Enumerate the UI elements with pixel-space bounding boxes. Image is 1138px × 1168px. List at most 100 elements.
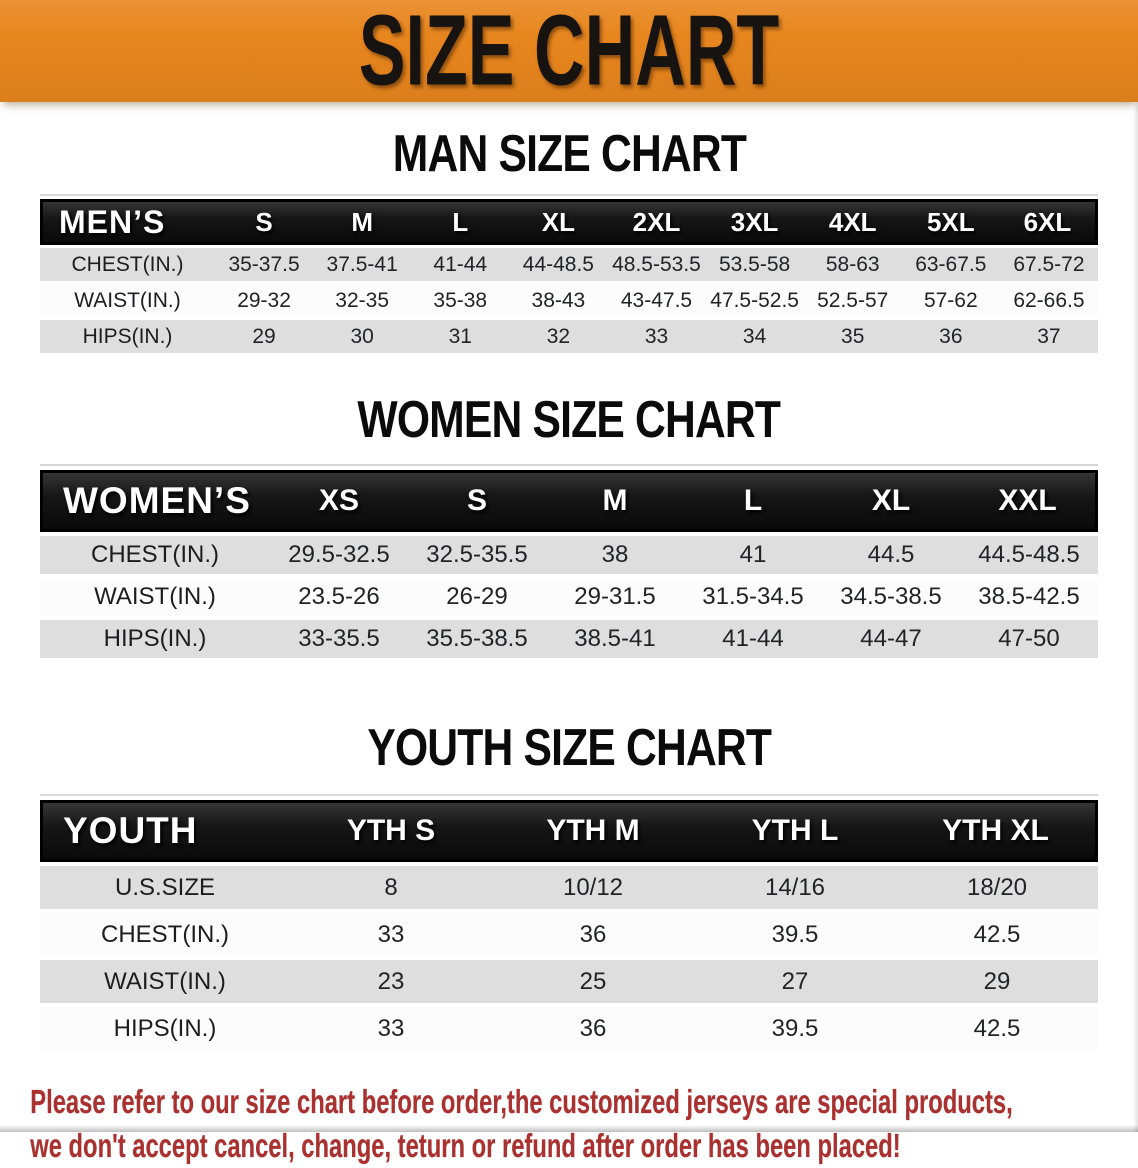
size-value-cell: 35-37.5 [228, 252, 300, 276]
size-value-cell: 44-47 [860, 625, 922, 652]
measurement-row: HIPS(IN.) 33 36 39.5 42.5 [40, 1007, 1098, 1050]
size-value-cell: 53.5-58 [718, 252, 791, 276]
table-group-label: WOMEN’S [40, 470, 270, 532]
size-value-cell: 33-35.5 [298, 625, 380, 652]
size-value-cell: 36 [579, 920, 607, 948]
row-label: CHEST(IN.) [91, 541, 219, 568]
size-value-cell: 32-35 [335, 288, 390, 312]
men-size-table: MEN’S S M L XL 2XL 3XL 4XL 5XL 6XL CHEST(IN.) 35-37… [40, 194, 1098, 356]
size-value-cell: 41-44 [722, 625, 784, 652]
size-value-cell: 27 [781, 967, 809, 995]
size-value-cell: 8 [384, 873, 398, 901]
row-label: HIPS(IN.) [82, 324, 173, 348]
row-label: WAIST(IN.) [74, 288, 181, 312]
men-chart-heading: MAN SIZE CHART [0, 128, 1138, 180]
size-value-cell: 36 [579, 1014, 607, 1042]
youth-size-table: YOUTH YTH S YTH M YTH L YTH XL U.S.SIZE 8 10/12… [40, 794, 1098, 1054]
men-section: MAN SIZE CHART MEN’S S M L XL 2XL 3XL 4XL 5XL 6XL… [0, 128, 1138, 356]
size-table-header-row: MEN’S S M L XL 2XL 3XL 4XL 5XL 6XL [40, 199, 1098, 245]
measurement-row: WAIST(IN.) 23 25 27 29 [40, 960, 1098, 1003]
row-label: U.S.SIZE [114, 873, 216, 901]
size-value-cell: 57-62 [923, 288, 978, 312]
size-value-cell: 37.5-41 [326, 252, 398, 276]
size-value-cell: 35 [841, 324, 865, 348]
size-value-cell: 47.5-52.5 [710, 288, 799, 312]
measurement-row: CHEST(IN.) 35-37.5 37.5-41 41-44 44-48.5 48.5… [40, 248, 1098, 281]
size-value-cell: 32.5-35.5 [426, 541, 528, 568]
size-value-cell: 33 [644, 324, 669, 348]
size-value-cell: 26-29 [446, 583, 508, 610]
size-value-cell: 44-48.5 [522, 252, 594, 276]
page-title: SIZE CHART [358, 0, 780, 107]
size-value-cell: 34 [742, 324, 767, 348]
size-column-header: L [411, 199, 510, 245]
size-column-header: 4XL [803, 199, 902, 245]
size-value-cell: 38 [601, 541, 629, 568]
size-value-cell: 42.5 [973, 920, 1021, 948]
size-value-cell: 41 [739, 541, 767, 568]
size-value-cell: 35.5-38.5 [426, 625, 528, 652]
size-column-header: XL [509, 199, 608, 245]
row-label: CHEST(IN.) [101, 920, 229, 948]
size-value-cell: 29 [983, 967, 1011, 995]
size-column-header: YTH XL [896, 800, 1098, 862]
size-value-cell: 29-32 [237, 288, 291, 312]
row-label: HIPS(IN.) [103, 625, 207, 652]
size-column-header: 2XL [607, 199, 706, 245]
measurement-row: WAIST(IN.) 23.5-26 26-29 29-31.5 31.5-34.5 34… [40, 578, 1098, 616]
size-value-cell: 35-38 [433, 288, 488, 312]
size-value-cell: 29 [252, 324, 276, 348]
size-value-cell: 52.5-57 [817, 288, 889, 312]
youth-section: YOUTH SIZE CHART YOUTH YTH S YTH M YTH L YTH… [0, 722, 1138, 1054]
size-value-cell: 39.5 [771, 920, 819, 948]
size-value-cell: 39.5 [771, 1014, 819, 1042]
size-value-cell: 23 [377, 967, 405, 995]
size-value-cell: 38.5-41 [574, 625, 656, 652]
size-value-cell: 48.5-53.5 [612, 252, 701, 276]
size-column-header: S [215, 199, 314, 245]
measurement-row: U.S.SIZE 8 10/12 14/16 18/20 [40, 866, 1098, 909]
size-value-cell: 36 [939, 324, 963, 348]
size-value-cell: 29.5-32.5 [288, 541, 390, 568]
measurement-row: WAIST(IN.) 29-32 32-35 35-38 38-43 43-47.5 47.… [40, 284, 1098, 317]
youth-chart-heading: YOUTH SIZE CHART [0, 722, 1138, 774]
table-group-label: MEN’S [40, 199, 215, 245]
size-column-header: M [313, 199, 412, 245]
women-chart-heading: WOMEN SIZE CHART [0, 394, 1138, 446]
table-group-label: YOUTH [40, 800, 290, 862]
size-value-cell: 58-63 [825, 252, 880, 276]
size-table-header-row: WOMEN’S XS S M L XL XXL [40, 470, 1098, 532]
size-column-header: L [684, 470, 822, 532]
size-value-cell: 31.5-34.5 [702, 583, 804, 610]
footer-note: Please refer to our size chart before or… [0, 1080, 1138, 1168]
youth-chart-heading-text: YOUTH SIZE CHART [367, 719, 772, 777]
women-chart-heading-text: WOMEN SIZE CHART [357, 391, 782, 449]
size-column-header: YTH S [290, 800, 492, 862]
size-value-cell: 63-67.5 [915, 252, 987, 276]
bottom-edge-shadow [0, 1125, 1138, 1132]
measurement-row: HIPS(IN.) 29 30 31 32 33 34 35 36 37 [40, 320, 1098, 353]
women-section: WOMEN SIZE CHART WOMEN’S XS S M L XL XXL CHEST(… [0, 394, 1138, 662]
size-value-cell: 30 [350, 324, 374, 348]
size-value-cell: 31 [448, 324, 472, 348]
size-column-header: XS [270, 470, 408, 532]
size-value-cell: 23.5-26 [298, 583, 380, 610]
measurement-row: CHEST(IN.) 29.5-32.5 32.5-35.5 38 41 44.5 44.5… [40, 536, 1098, 574]
size-value-cell: 38.5-42.5 [978, 583, 1080, 610]
size-column-header: 3XL [705, 199, 804, 245]
measurement-row: CHEST(IN.) 33 36 39.5 42.5 [40, 913, 1098, 956]
size-column-header: 5XL [901, 199, 1000, 245]
size-column-header: S [408, 470, 546, 532]
banner: SIZE CHART [0, 0, 1138, 102]
size-value-cell: 44.5-48.5 [978, 541, 1080, 568]
size-column-header: XL [822, 470, 960, 532]
size-value-cell: 33 [377, 1014, 405, 1042]
row-label: HIPS(IN.) [113, 1014, 217, 1042]
size-column-header: XXL [960, 470, 1098, 532]
size-table-header-row: YOUTH YTH S YTH M YTH L YTH XL [40, 800, 1098, 862]
size-value-cell: 10/12 [562, 873, 624, 901]
size-value-cell: 34.5-38.5 [840, 583, 942, 610]
women-size-table: WOMEN’S XS S M L XL XXL CHEST(IN.) 29.5-32.5 32.5… [40, 464, 1098, 662]
size-value-cell: 14/16 [764, 873, 826, 901]
